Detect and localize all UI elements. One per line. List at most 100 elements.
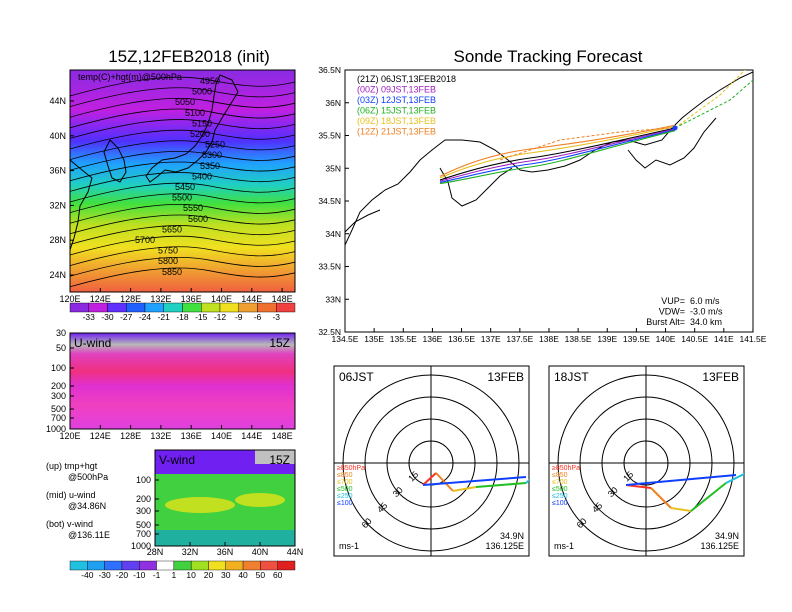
x-tick-label: 132E: [150, 431, 171, 441]
info-value: 34.0 km: [690, 317, 722, 327]
height-contour-label: 5450: [175, 182, 195, 192]
lon-tick-label: 135.5E: [390, 334, 417, 344]
x-tick-label: 128E: [120, 431, 141, 441]
vwind-title: V-wind: [159, 453, 195, 467]
height-contour-label: 5850: [162, 267, 182, 277]
lon-tick-label: 135E: [364, 334, 384, 344]
y-tick-label: 100: [136, 475, 151, 485]
hodograph-segment: [650, 487, 672, 509]
track-map: (21Z) 06JST,13FEB2018(00Z) 09JST,13FEB(0…: [318, 65, 767, 344]
lon-tick-label: 136.5E: [448, 334, 475, 344]
hodograph-segment: [452, 486, 477, 492]
lon-tick-label: 134.5E: [332, 334, 359, 344]
map-label: temp(C)+hgt(m)@500hPa: [78, 72, 182, 82]
colorbar-label: -18: [176, 312, 189, 322]
level-legend: ≤100: [552, 500, 568, 507]
colorbar-label: -40: [81, 570, 94, 580]
y-tick-label: 300: [51, 391, 66, 401]
height-contour: [69, 87, 296, 107]
lat-tick-label: 28N: [49, 235, 66, 245]
level-legend: ≤250: [552, 493, 568, 500]
track-frame: [344, 69, 754, 333]
colorbar-label: -9: [235, 312, 243, 322]
colorbar-swatch: [238, 302, 258, 313]
lat-tick-label: 33.5N: [318, 262, 341, 272]
height-contour-label: 5150: [192, 118, 212, 128]
colorbar-label: -15: [195, 312, 208, 322]
y-tick-label: 500: [136, 520, 151, 530]
lon-tick-label: 138E: [539, 334, 559, 344]
colorbar-swatch: [88, 302, 108, 313]
colorbar-swatch: [201, 302, 221, 313]
lon-tick-label: 148E: [272, 294, 293, 304]
coastline-kii: [439, 167, 513, 207]
caption-line2: @136.11E: [68, 530, 110, 540]
colorbar-label: 40: [238, 570, 248, 580]
right-title: Sonde Tracking Forecast: [454, 47, 643, 66]
legend-entry: (06Z) 15JST,13FEB: [357, 106, 436, 116]
colorbar-swatch: [208, 560, 226, 571]
x-tick-label: 148E: [272, 431, 293, 441]
height-contour-label: 5350: [200, 161, 220, 171]
height-contour-label: 4950: [200, 76, 220, 86]
lon-tick-label: 139E: [597, 334, 617, 344]
hodograph-segment: [422, 476, 527, 486]
colorbar-swatch: [121, 560, 140, 571]
caption-line1: (bot) v-wind: [46, 519, 93, 529]
lat-ticks: 44N 40N 36N 32N 28N 24N: [49, 96, 74, 280]
ring-label: 30: [391, 485, 405, 499]
colorbar-swatch: [87, 560, 105, 571]
lon-tick-label: 124E: [90, 294, 111, 304]
colorbar-label: 1: [171, 570, 176, 580]
sonde-tracks: [439, 70, 753, 185]
lat-tick-label: 36N: [49, 166, 66, 176]
hodograph-rings: [334, 366, 529, 556]
colorbar-swatch: [260, 560, 278, 571]
colorbar-swatch: [276, 302, 296, 313]
lat-tick-label: 32.5N: [318, 327, 341, 337]
temp-colorbar: -33 -30 -27 -24 -21 -18 -15 -12 -9 -6 -3: [69, 302, 296, 322]
height-contour: [69, 246, 296, 266]
y-tick-label: 200: [136, 494, 151, 504]
height-contour-label: 5700: [135, 235, 155, 245]
x-tick-label: 120E: [59, 431, 80, 441]
sonde-track: [439, 125, 676, 179]
lon-tick-label: 138.5E: [565, 334, 592, 344]
colorbar-label: -30: [101, 312, 114, 322]
colorbar-label: -30: [98, 570, 111, 580]
colorbar-label: -10: [133, 570, 146, 580]
height-contours: 4950500050505100515052005250530053505400…: [69, 76, 296, 288]
level-legend: ≤700: [552, 479, 568, 486]
temp-height-map: 4950500050505100515052005250530053505400…: [49, 69, 296, 304]
level-legend: ≤250: [337, 493, 353, 500]
hodograph-segment: [670, 507, 692, 512]
height-contour: [69, 214, 296, 235]
vwind-grey: [255, 450, 295, 464]
level-legend: ≥850hPa: [337, 465, 365, 472]
height-contour-label: 5300: [202, 150, 222, 160]
lon-tick-label: 140.5E: [681, 334, 708, 344]
level-legend: ≤850: [337, 472, 353, 479]
track-lon-ticks: 134.5E 135E 135.5E 136E 136.5E 137E 137.5E 138E…: [332, 328, 767, 344]
height-contour: [69, 193, 296, 213]
legend-entry: (12Z) 21JST,13FEB: [357, 127, 436, 137]
lon-tick-label: 144E: [241, 294, 262, 304]
x-tick-label: 144E: [241, 431, 262, 441]
colorbar-swatch: [163, 302, 183, 313]
x-tick-label: 124E: [90, 431, 111, 441]
lon-tick-label: 136E: [422, 334, 442, 344]
hodograph-time: 06JST: [339, 370, 374, 384]
height-contour: [69, 225, 296, 245]
height-contour: [69, 97, 296, 118]
lon-tick-label: 141.5E: [739, 334, 766, 344]
colorbar-swatch: [277, 560, 296, 571]
colorbar-label: -21: [158, 312, 171, 322]
ring-label: 15: [406, 469, 420, 483]
height-contour-label: 5650: [162, 224, 182, 234]
descent-track: [674, 70, 746, 129]
height-contour-label: 5250: [205, 140, 225, 150]
hodograph-lat: 34.9N: [715, 531, 739, 541]
